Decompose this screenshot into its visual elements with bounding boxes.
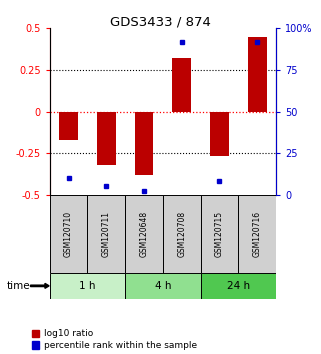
Text: GSM120711: GSM120711: [102, 211, 111, 257]
Text: GSM120648: GSM120648: [140, 211, 149, 257]
Bar: [134, 112, 153, 175]
Text: GSM120715: GSM120715: [215, 211, 224, 257]
Bar: [201, 273, 276, 299]
Bar: [248, 37, 267, 112]
Bar: [50, 195, 87, 273]
Text: percentile rank within the sample: percentile rank within the sample: [44, 341, 197, 350]
Bar: [238, 195, 276, 273]
Bar: [172, 58, 191, 112]
Bar: [97, 112, 116, 165]
Text: log10 ratio: log10 ratio: [44, 329, 93, 338]
Text: 24 h: 24 h: [227, 281, 250, 291]
Text: GSM120710: GSM120710: [64, 211, 73, 257]
Bar: [125, 273, 201, 299]
Bar: [201, 195, 238, 273]
Bar: [125, 195, 163, 273]
Text: GSM120708: GSM120708: [177, 211, 186, 257]
Text: 1 h: 1 h: [79, 281, 96, 291]
Bar: [87, 195, 125, 273]
Bar: [210, 112, 229, 156]
Text: 4 h: 4 h: [155, 281, 171, 291]
Bar: [50, 273, 125, 299]
Bar: [59, 112, 78, 140]
Text: GDS3433 / 874: GDS3433 / 874: [110, 16, 211, 29]
Text: time: time: [6, 281, 30, 291]
Text: GSM120716: GSM120716: [253, 211, 262, 257]
Bar: [163, 195, 201, 273]
